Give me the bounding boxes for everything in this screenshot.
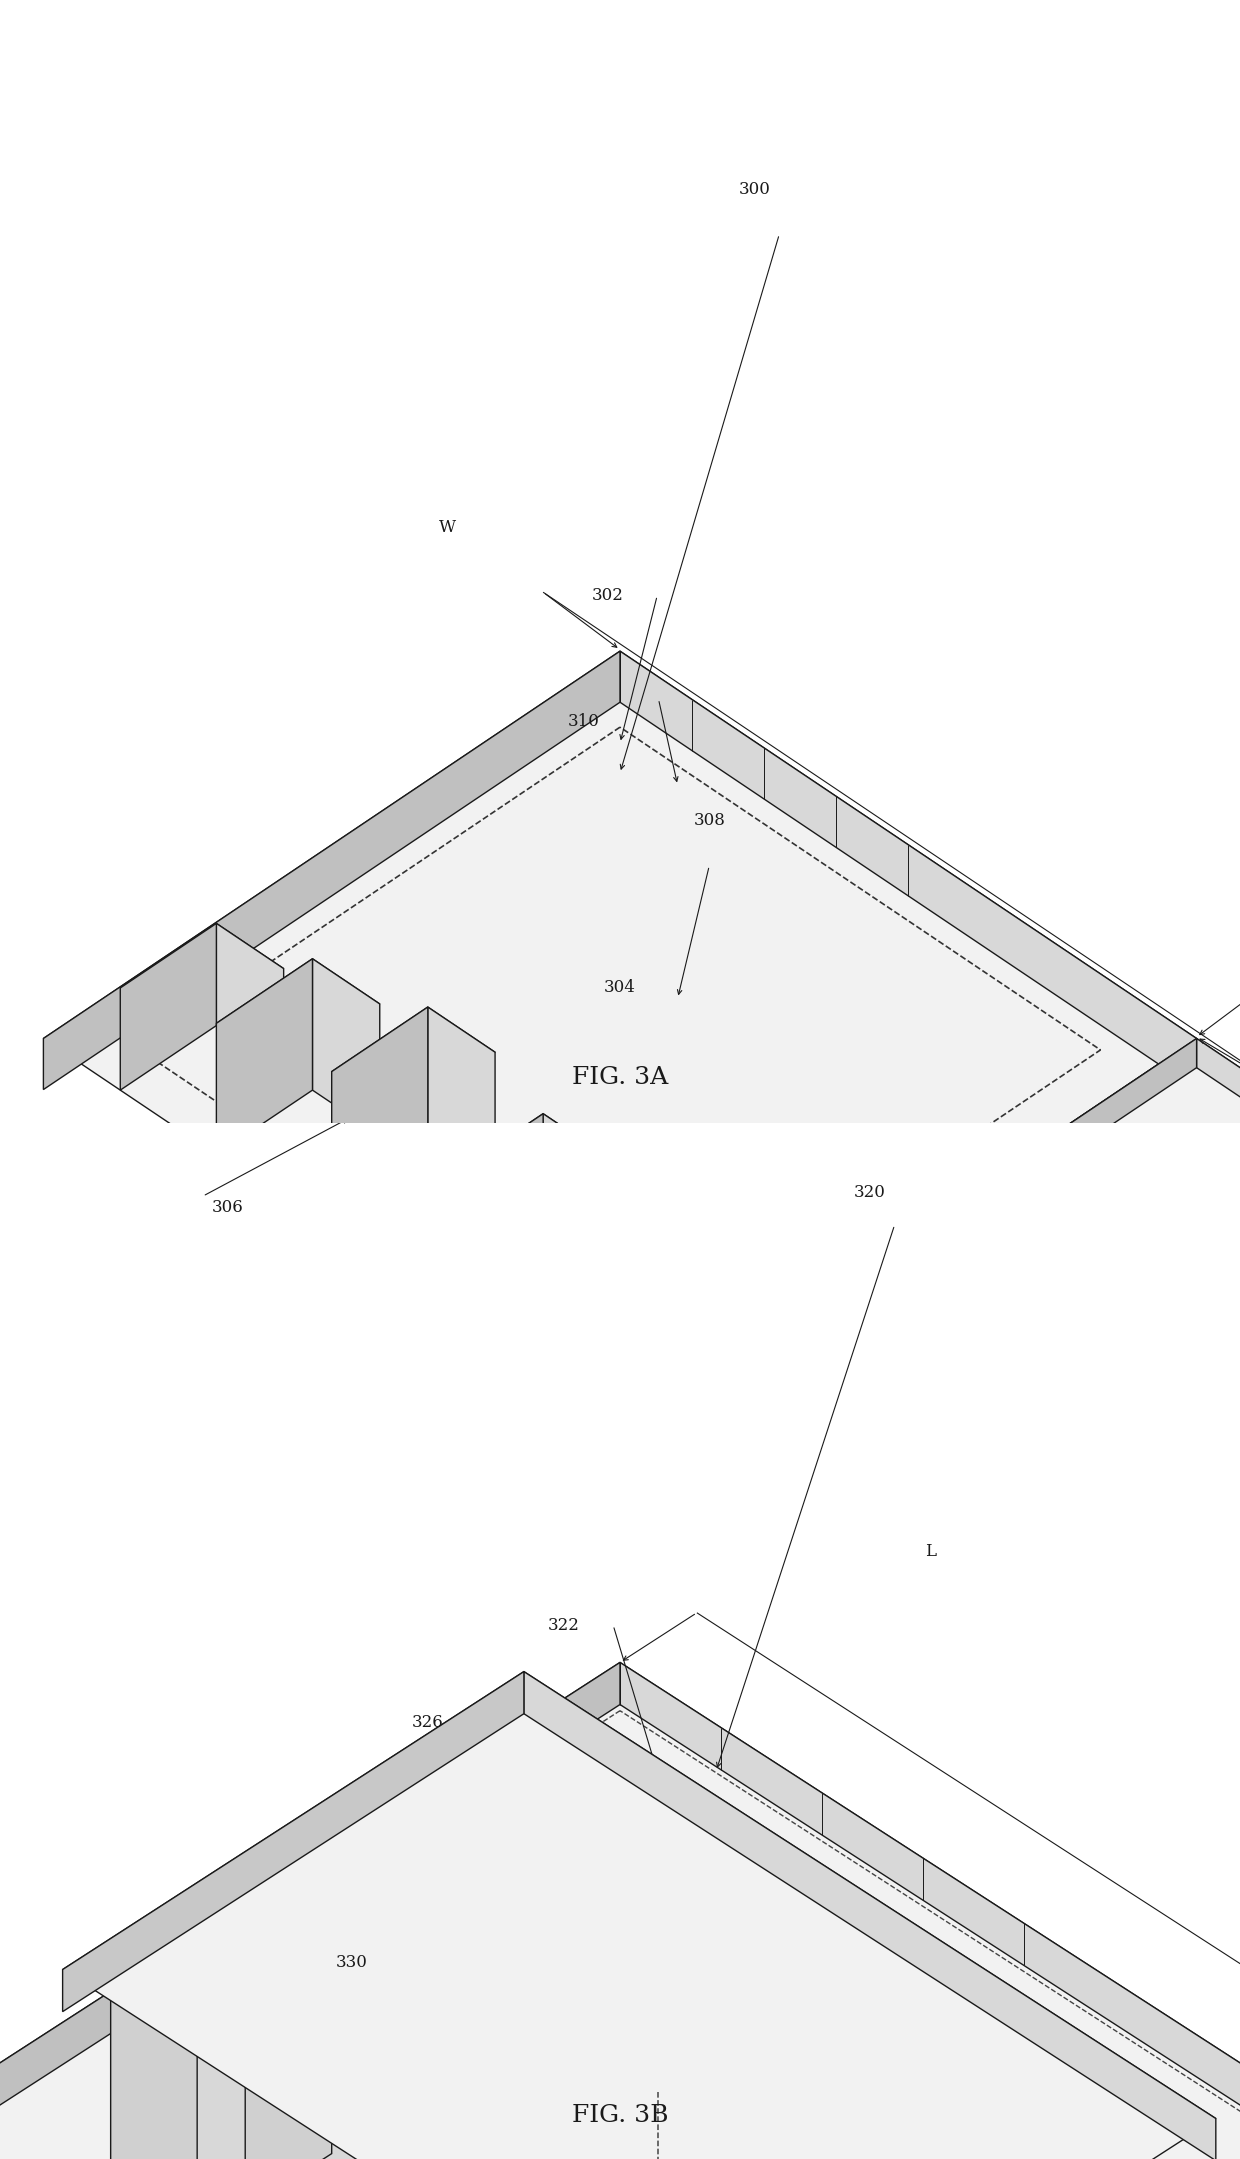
Polygon shape xyxy=(523,1671,1215,2159)
Text: FIG. 3A: FIG. 3A xyxy=(572,1067,668,1090)
Polygon shape xyxy=(110,1926,197,2159)
Polygon shape xyxy=(620,1038,1240,1814)
Polygon shape xyxy=(543,1207,640,1373)
Polygon shape xyxy=(197,1926,889,2159)
Polygon shape xyxy=(120,924,216,1090)
Polygon shape xyxy=(620,1662,1240,2159)
Polygon shape xyxy=(110,1980,802,2159)
Polygon shape xyxy=(246,1837,331,2159)
Text: W: W xyxy=(439,518,455,535)
Polygon shape xyxy=(620,2042,1197,2159)
Polygon shape xyxy=(0,1662,620,2159)
Polygon shape xyxy=(1197,1038,1240,1455)
Polygon shape xyxy=(332,1006,428,1233)
Text: 330: 330 xyxy=(336,1954,368,1971)
Polygon shape xyxy=(543,1207,707,1317)
Polygon shape xyxy=(43,652,1197,1425)
Polygon shape xyxy=(620,1038,1197,1455)
Polygon shape xyxy=(332,1662,1240,2159)
Polygon shape xyxy=(379,1751,1158,2159)
Polygon shape xyxy=(217,959,312,1155)
Text: 308: 308 xyxy=(693,812,725,829)
Polygon shape xyxy=(217,959,379,1069)
Polygon shape xyxy=(63,1671,523,2012)
Polygon shape xyxy=(43,2042,620,2159)
Polygon shape xyxy=(543,1114,610,1291)
Polygon shape xyxy=(448,1114,543,1311)
Polygon shape xyxy=(43,652,620,1090)
Polygon shape xyxy=(332,1006,495,1116)
Text: 300: 300 xyxy=(739,181,770,199)
Polygon shape xyxy=(379,1751,466,2122)
Polygon shape xyxy=(63,1671,1215,2159)
Text: 306: 306 xyxy=(212,1198,243,1216)
Polygon shape xyxy=(0,1848,620,2159)
Text: 302: 302 xyxy=(591,587,624,605)
Polygon shape xyxy=(246,1893,937,2159)
Polygon shape xyxy=(640,1207,707,1356)
Polygon shape xyxy=(110,1926,889,2159)
Text: 310: 310 xyxy=(568,712,600,730)
Polygon shape xyxy=(466,1751,1158,2159)
Text: 304: 304 xyxy=(604,980,636,997)
Text: 320: 320 xyxy=(854,1183,885,1200)
Polygon shape xyxy=(448,1114,610,1224)
Polygon shape xyxy=(246,1837,1023,2159)
Text: 326: 326 xyxy=(412,1714,444,1732)
Polygon shape xyxy=(428,1006,495,1213)
Polygon shape xyxy=(120,924,284,1034)
Polygon shape xyxy=(43,2042,1197,2159)
Polygon shape xyxy=(216,924,284,1071)
Polygon shape xyxy=(331,1837,1023,2159)
Text: FIG. 3B: FIG. 3B xyxy=(572,2105,668,2127)
Polygon shape xyxy=(379,1807,1071,2159)
Text: 322: 322 xyxy=(548,1617,579,1634)
Polygon shape xyxy=(312,959,379,1136)
Text: L: L xyxy=(925,1544,936,1561)
Polygon shape xyxy=(620,652,1197,1090)
